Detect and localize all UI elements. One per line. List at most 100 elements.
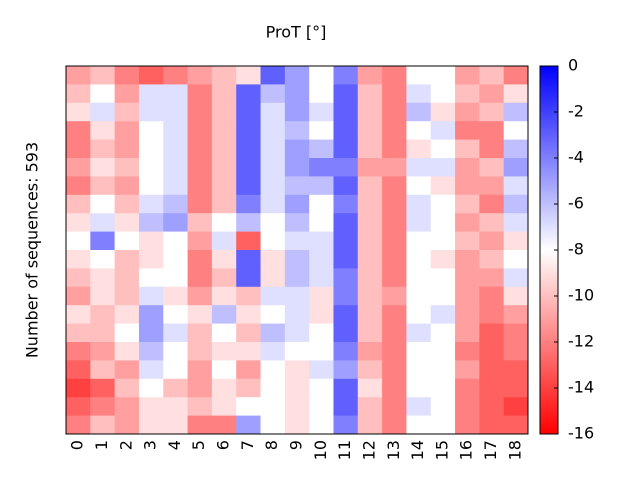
colorbar-tick-label: -2 <box>568 102 584 121</box>
heatmap-cell <box>309 360 334 380</box>
heatmap-cell <box>455 378 480 398</box>
heatmap-cell <box>211 176 237 196</box>
heatmap-cell <box>236 397 262 417</box>
heatmap-cell <box>382 139 407 159</box>
heatmap-cell <box>211 102 237 122</box>
heatmap-cell <box>309 194 334 214</box>
colorbar-tick-label: -12 <box>568 332 594 351</box>
heatmap-cell <box>187 102 213 122</box>
heatmap-cell <box>430 342 456 361</box>
heatmap-cell <box>430 286 456 306</box>
heatmap-cell <box>503 268 529 288</box>
heatmap-cell <box>309 305 334 325</box>
heatmap-cell <box>479 121 505 141</box>
heatmap-cell <box>406 84 432 104</box>
heatmap-cell <box>236 84 262 104</box>
heatmap-cell <box>90 213 116 233</box>
heatmap-cell <box>430 323 456 343</box>
heatmap-cell <box>138 194 164 214</box>
heatmap-cell <box>114 415 140 435</box>
heatmap-cell <box>406 139 432 159</box>
heatmap-cell <box>114 231 140 251</box>
heatmap-cell <box>187 268 213 288</box>
heatmap-cell <box>163 268 189 288</box>
heatmap-cell <box>66 176 91 196</box>
heatmap-cell <box>66 158 91 177</box>
heatmap-cell <box>479 286 505 306</box>
heatmap-cell <box>114 139 140 159</box>
heatmap-cell <box>357 415 383 435</box>
heatmap-cell <box>503 213 529 233</box>
heatmap-cell <box>479 139 505 159</box>
heatmap-cell <box>187 231 213 251</box>
heatmap-cell <box>382 250 407 269</box>
heatmap-cell <box>187 66 213 85</box>
heatmap-cell <box>284 158 310 177</box>
heatmap-cell <box>406 121 432 141</box>
colorbar-tick-label: -10 <box>568 286 594 305</box>
heatmap-cell <box>260 213 286 233</box>
heatmap-cell <box>309 415 334 435</box>
heatmap-cell <box>187 378 213 398</box>
heatmap-cell <box>406 66 432 85</box>
heatmap-cell <box>66 121 91 141</box>
heatmap-cell <box>333 286 359 306</box>
x-tick-label: 0 <box>68 440 87 450</box>
heatmap-cell <box>138 268 164 288</box>
heatmap-cell <box>66 397 91 417</box>
heatmap-cell <box>90 66 116 85</box>
heatmap-cell <box>357 102 383 122</box>
heatmap-cell <box>187 176 213 196</box>
heatmap-cell <box>163 102 189 122</box>
heatmap-cell <box>187 342 213 361</box>
heatmap-cell <box>479 268 505 288</box>
heatmap-cell <box>90 231 116 251</box>
heatmap-cell <box>382 66 407 85</box>
heatmap-cell <box>309 66 334 85</box>
heatmap-cell <box>503 194 529 214</box>
heatmap-cell <box>357 158 383 177</box>
heatmap-cell <box>66 231 91 251</box>
heatmap-cell <box>138 286 164 306</box>
heatmap-cell <box>479 378 505 398</box>
heatmap-cell <box>163 415 189 435</box>
heatmap-cell <box>455 415 480 435</box>
heatmap-cell <box>138 231 164 251</box>
heatmap-cell <box>479 415 505 435</box>
heatmap-cell <box>211 250 237 269</box>
heatmap-cell <box>138 158 164 177</box>
heatmap-cell <box>90 397 116 417</box>
heatmap-cell <box>455 250 480 269</box>
heatmap-cell <box>309 158 334 177</box>
heatmap-cell <box>430 66 456 85</box>
heatmap-cell <box>455 158 480 177</box>
heatmap-cell <box>357 286 383 306</box>
heatmap-cell <box>357 213 383 233</box>
heatmap-cell <box>90 378 116 398</box>
heatmap-cell <box>382 360 407 380</box>
heatmap-cell <box>284 194 310 214</box>
heatmap-cell <box>66 323 91 343</box>
heatmap-cell <box>333 415 359 435</box>
heatmap-cell <box>309 342 334 361</box>
heatmap-cell <box>382 305 407 325</box>
heatmap-cell <box>284 176 310 196</box>
heatmap-cell <box>90 102 116 122</box>
heatmap-cell <box>66 102 91 122</box>
heatmap-cell <box>382 268 407 288</box>
heatmap-cell <box>163 231 189 251</box>
heatmap-cell <box>455 194 480 214</box>
heatmap-cell <box>406 378 432 398</box>
heatmap-cell <box>503 231 529 251</box>
heatmap-cell <box>430 268 456 288</box>
heatmap-cell <box>187 84 213 104</box>
heatmap-cell <box>211 378 237 398</box>
heatmap-cell <box>236 102 262 122</box>
heatmap-cell <box>406 397 432 417</box>
heatmap-cell <box>163 323 189 343</box>
heatmap-cell <box>163 121 189 141</box>
heatmap-cell <box>284 213 310 233</box>
heatmap-cell <box>236 66 262 85</box>
heatmap-cell <box>479 213 505 233</box>
